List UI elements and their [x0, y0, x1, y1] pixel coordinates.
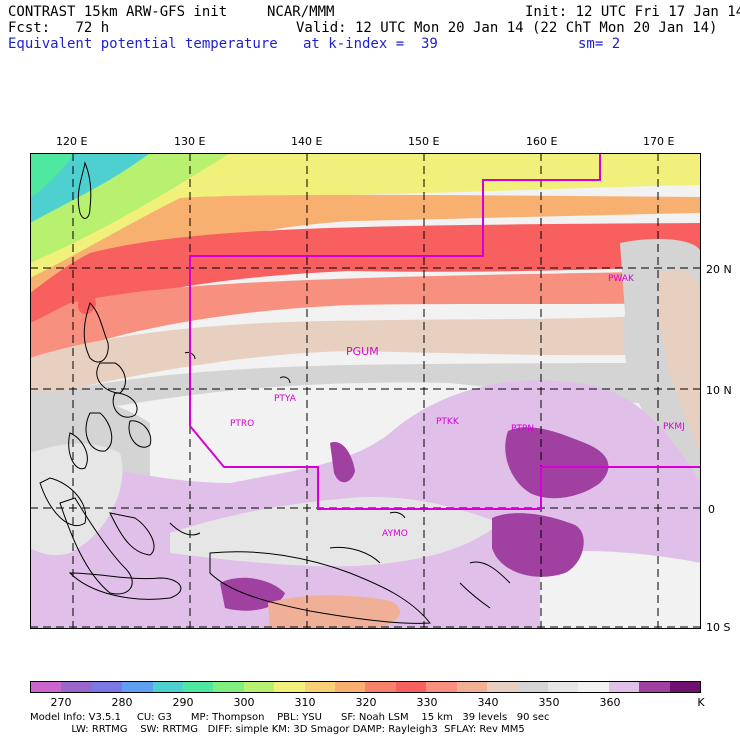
colorbar-swatch	[426, 682, 457, 692]
colorbar-label-280: 280	[111, 696, 133, 709]
colorbar-swatch	[304, 682, 336, 692]
level-index: at k-index = 39	[303, 36, 438, 52]
station-aymo: AYMO	[382, 529, 408, 539]
colorbar-swatch	[456, 682, 488, 692]
colorbar-unit: K	[697, 696, 705, 709]
station-pwak: PWAK	[608, 274, 634, 284]
valid-time: Valid: 12 UTC Mon 20 Jan 14 (22 ChT Mon …	[296, 20, 718, 36]
station-ptya: PTYA	[274, 394, 296, 404]
colorbar-label-290: 290	[172, 696, 194, 709]
purple-dark-blob-2	[492, 513, 584, 577]
colorbar-label-360: 360	[599, 696, 621, 709]
colorbar-swatch	[213, 682, 244, 692]
region-boundary	[189, 153, 701, 510]
purple-dark-blob-4	[220, 577, 285, 611]
colorbar-swatch	[183, 682, 214, 692]
colorbar-label-270: 270	[50, 696, 72, 709]
colorbar-label-320: 320	[355, 696, 377, 709]
lon-label-140e: 140 E	[291, 135, 323, 148]
colorbar-swatch	[122, 682, 153, 692]
band-tan	[30, 313, 701, 401]
station-pgum: PGUM	[346, 345, 379, 358]
colorbar-swatch	[487, 682, 518, 692]
lat-label-equator: 0	[708, 503, 715, 516]
lon-label-160e: 160 E	[526, 135, 558, 148]
colorbar-swatch	[517, 682, 548, 692]
band-salmon	[30, 271, 701, 363]
colorbar-swatch	[395, 682, 427, 692]
lon-label-170e: 170 E	[643, 135, 675, 148]
forecast-hour: Fcst: 72 h	[8, 20, 110, 36]
orange-png	[268, 595, 400, 629]
lon-label-130e: 130 E	[174, 135, 206, 148]
band-red	[30, 223, 701, 328]
model-info-line1: Model Info: V3.5.1 CU: G3 MP: Thompson P…	[30, 712, 550, 723]
station-ptro: PTRO	[230, 419, 255, 429]
lon-label-150e: 150 E	[408, 135, 440, 148]
colorbar-swatch	[91, 682, 123, 692]
graticule	[30, 153, 701, 629]
purple-dark-blob-1	[505, 427, 609, 499]
colorbar-label-310: 310	[294, 696, 316, 709]
map-frame	[30, 153, 701, 629]
field-name: Equivalent potential temperature	[8, 36, 278, 52]
colorbar-swatch	[31, 682, 62, 692]
colorbar-label-340: 340	[477, 696, 499, 709]
colorbar-swatch	[243, 682, 275, 692]
lat-label-10s: 10 S	[706, 621, 731, 634]
colorbar-swatch	[335, 682, 366, 692]
station-pkmj: PKMJ	[663, 422, 685, 432]
station-ptkk: PTKK	[436, 417, 459, 427]
smoothing-label: sm= 2	[578, 36, 621, 52]
lat-label-20n: 20 N	[706, 263, 732, 276]
colorbar-swatch	[608, 682, 640, 692]
band-orange	[30, 194, 701, 298]
band-yellow	[30, 153, 701, 285]
colorbar-swatch	[61, 682, 92, 692]
purple-dark-blob-3	[330, 442, 355, 483]
init-time: Init: 12 UTC Fri 17 Jan 14	[525, 4, 740, 20]
colorbar-swatch	[578, 682, 609, 692]
equivalent-potential-temperature-map	[30, 153, 701, 629]
colorbar-swatch	[152, 682, 184, 692]
colorbar-swatch	[547, 682, 579, 692]
model-info-line2: LW: RRTMG SW: RRTMG DIFF: simple KM: 3D …	[30, 724, 525, 735]
colorbar-label-350: 350	[538, 696, 560, 709]
model-title: CONTRAST 15km ARW-GFS init	[8, 4, 228, 20]
station-ptpn: PTPN	[511, 424, 535, 434]
band-grey	[30, 363, 701, 421]
colorbar-swatch	[639, 682, 670, 692]
colorbar-swatch	[669, 682, 700, 692]
lat-label-10n: 10 N	[706, 384, 732, 397]
institution-label: NCAR/MMM	[267, 4, 335, 20]
colorbar-label-330: 330	[416, 696, 438, 709]
coastlines	[39, 161, 511, 624]
colorbar-swatch	[274, 682, 305, 692]
grey-central	[170, 497, 500, 567]
lon-label-120e: 120 E	[56, 135, 88, 148]
colorbar	[30, 681, 701, 693]
colorbar-swatch	[365, 682, 396, 692]
colorbar-label-300: 300	[233, 696, 255, 709]
